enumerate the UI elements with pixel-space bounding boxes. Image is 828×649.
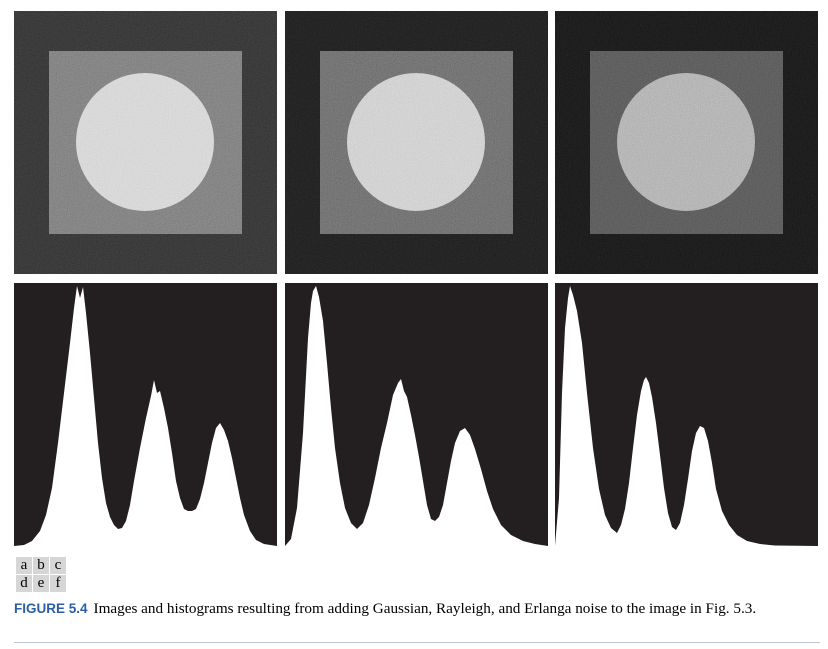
panel-label-c: c [50,557,66,574]
image-circle [347,73,485,211]
image-circle [76,73,214,211]
figure-caption-text: Images and histograms resulting from add… [93,600,757,617]
image-circle [617,73,755,211]
noisy-image-erlanga [555,11,818,274]
histogram-rayleigh [285,283,548,546]
histogram-shape [285,286,548,546]
caption-divider [14,642,820,643]
figure-caption-label: FIGURE 5.4 [14,601,88,616]
panel-label-d: d [16,575,32,592]
noisy-image-gaussian [14,11,277,274]
panel-label-a: a [16,557,32,574]
noisy-image-rayleigh [285,11,548,274]
figure-caption: FIGURE 5.4 Images and histograms resultin… [14,598,820,619]
histogram-erlanga [555,283,818,546]
histogram-shape [14,286,277,546]
histogram-gaussian [14,283,277,546]
panel-label-b: b [33,557,49,574]
panel-label-e: e [33,575,49,592]
panel-label-f: f [50,575,66,592]
histogram-shape [555,286,818,546]
panel-labels: a b c d e f [16,557,66,592]
